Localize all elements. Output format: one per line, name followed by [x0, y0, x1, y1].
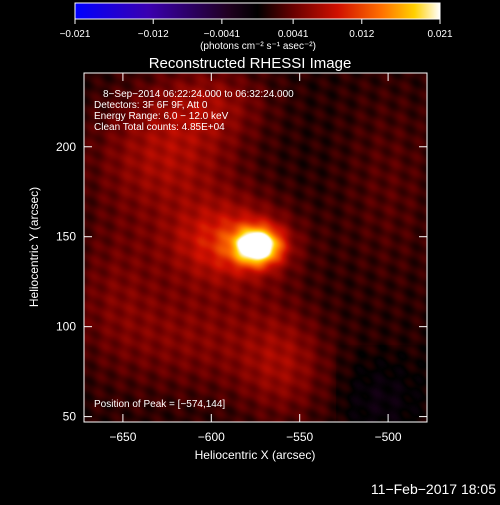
- annotation-line: Energy Range: 6.0 − 12.0 keV: [94, 111, 229, 122]
- axis-ticks: −650 −600 −550 −500 50 100 150 200: [56, 73, 427, 444]
- colorbar-tick-label: −0.012: [138, 29, 169, 40]
- annotation-block: 8−Sep−2014 06:22:24.000 to 06:32:24.000D…: [94, 89, 294, 133]
- plot-frame: [83, 72, 428, 423]
- colorbar-ticks: −0.021 −0.012 −0.0041 0.0041 0.012 0.021: [60, 19, 453, 40]
- y-tick-label: 50: [63, 410, 77, 424]
- y-tick-label: 200: [56, 140, 76, 154]
- colorbar-tick-label: −0.0041: [204, 29, 241, 40]
- chart-title: Reconstructed RHESSI Image: [149, 55, 352, 72]
- peak-position-label: Position of Peak = [−574,144]: [94, 399, 225, 410]
- colorbar-tick-label: 0.012: [349, 29, 374, 40]
- x-tick-label: −550: [286, 430, 313, 444]
- colorbar-tick-label: −0.021: [60, 29, 91, 40]
- y-axis-label: Heliocentric Y (arcsec): [27, 187, 41, 307]
- annotation-line: Detectors: 3F 6F 9F, Att 0: [94, 100, 208, 111]
- footer-timestamp: 11−Feb−2017 18:05: [371, 481, 496, 497]
- x-tick-label: −500: [375, 430, 402, 444]
- x-tick-label: −600: [198, 430, 225, 444]
- y-tick-label: 100: [56, 320, 76, 334]
- annotation-line: Clean Total counts: 4.85E+04: [94, 122, 225, 133]
- colorbar-tick-label: 0.021: [427, 29, 452, 40]
- annotation-line: 8−Sep−2014 06:22:24.000 to 06:32:24.000: [103, 89, 294, 100]
- heatmap-image: [84, 73, 427, 422]
- colorbar-tick-label: 0.0041: [278, 29, 309, 40]
- x-axis-label: Heliocentric X (arcsec): [195, 448, 316, 462]
- y-tick-label: 150: [56, 230, 76, 244]
- colorbar-unit-label: (photons cm⁻² s⁻¹ asec⁻²): [200, 41, 316, 52]
- x-tick-label: −650: [109, 430, 136, 444]
- colorbar: [74, 2, 441, 20]
